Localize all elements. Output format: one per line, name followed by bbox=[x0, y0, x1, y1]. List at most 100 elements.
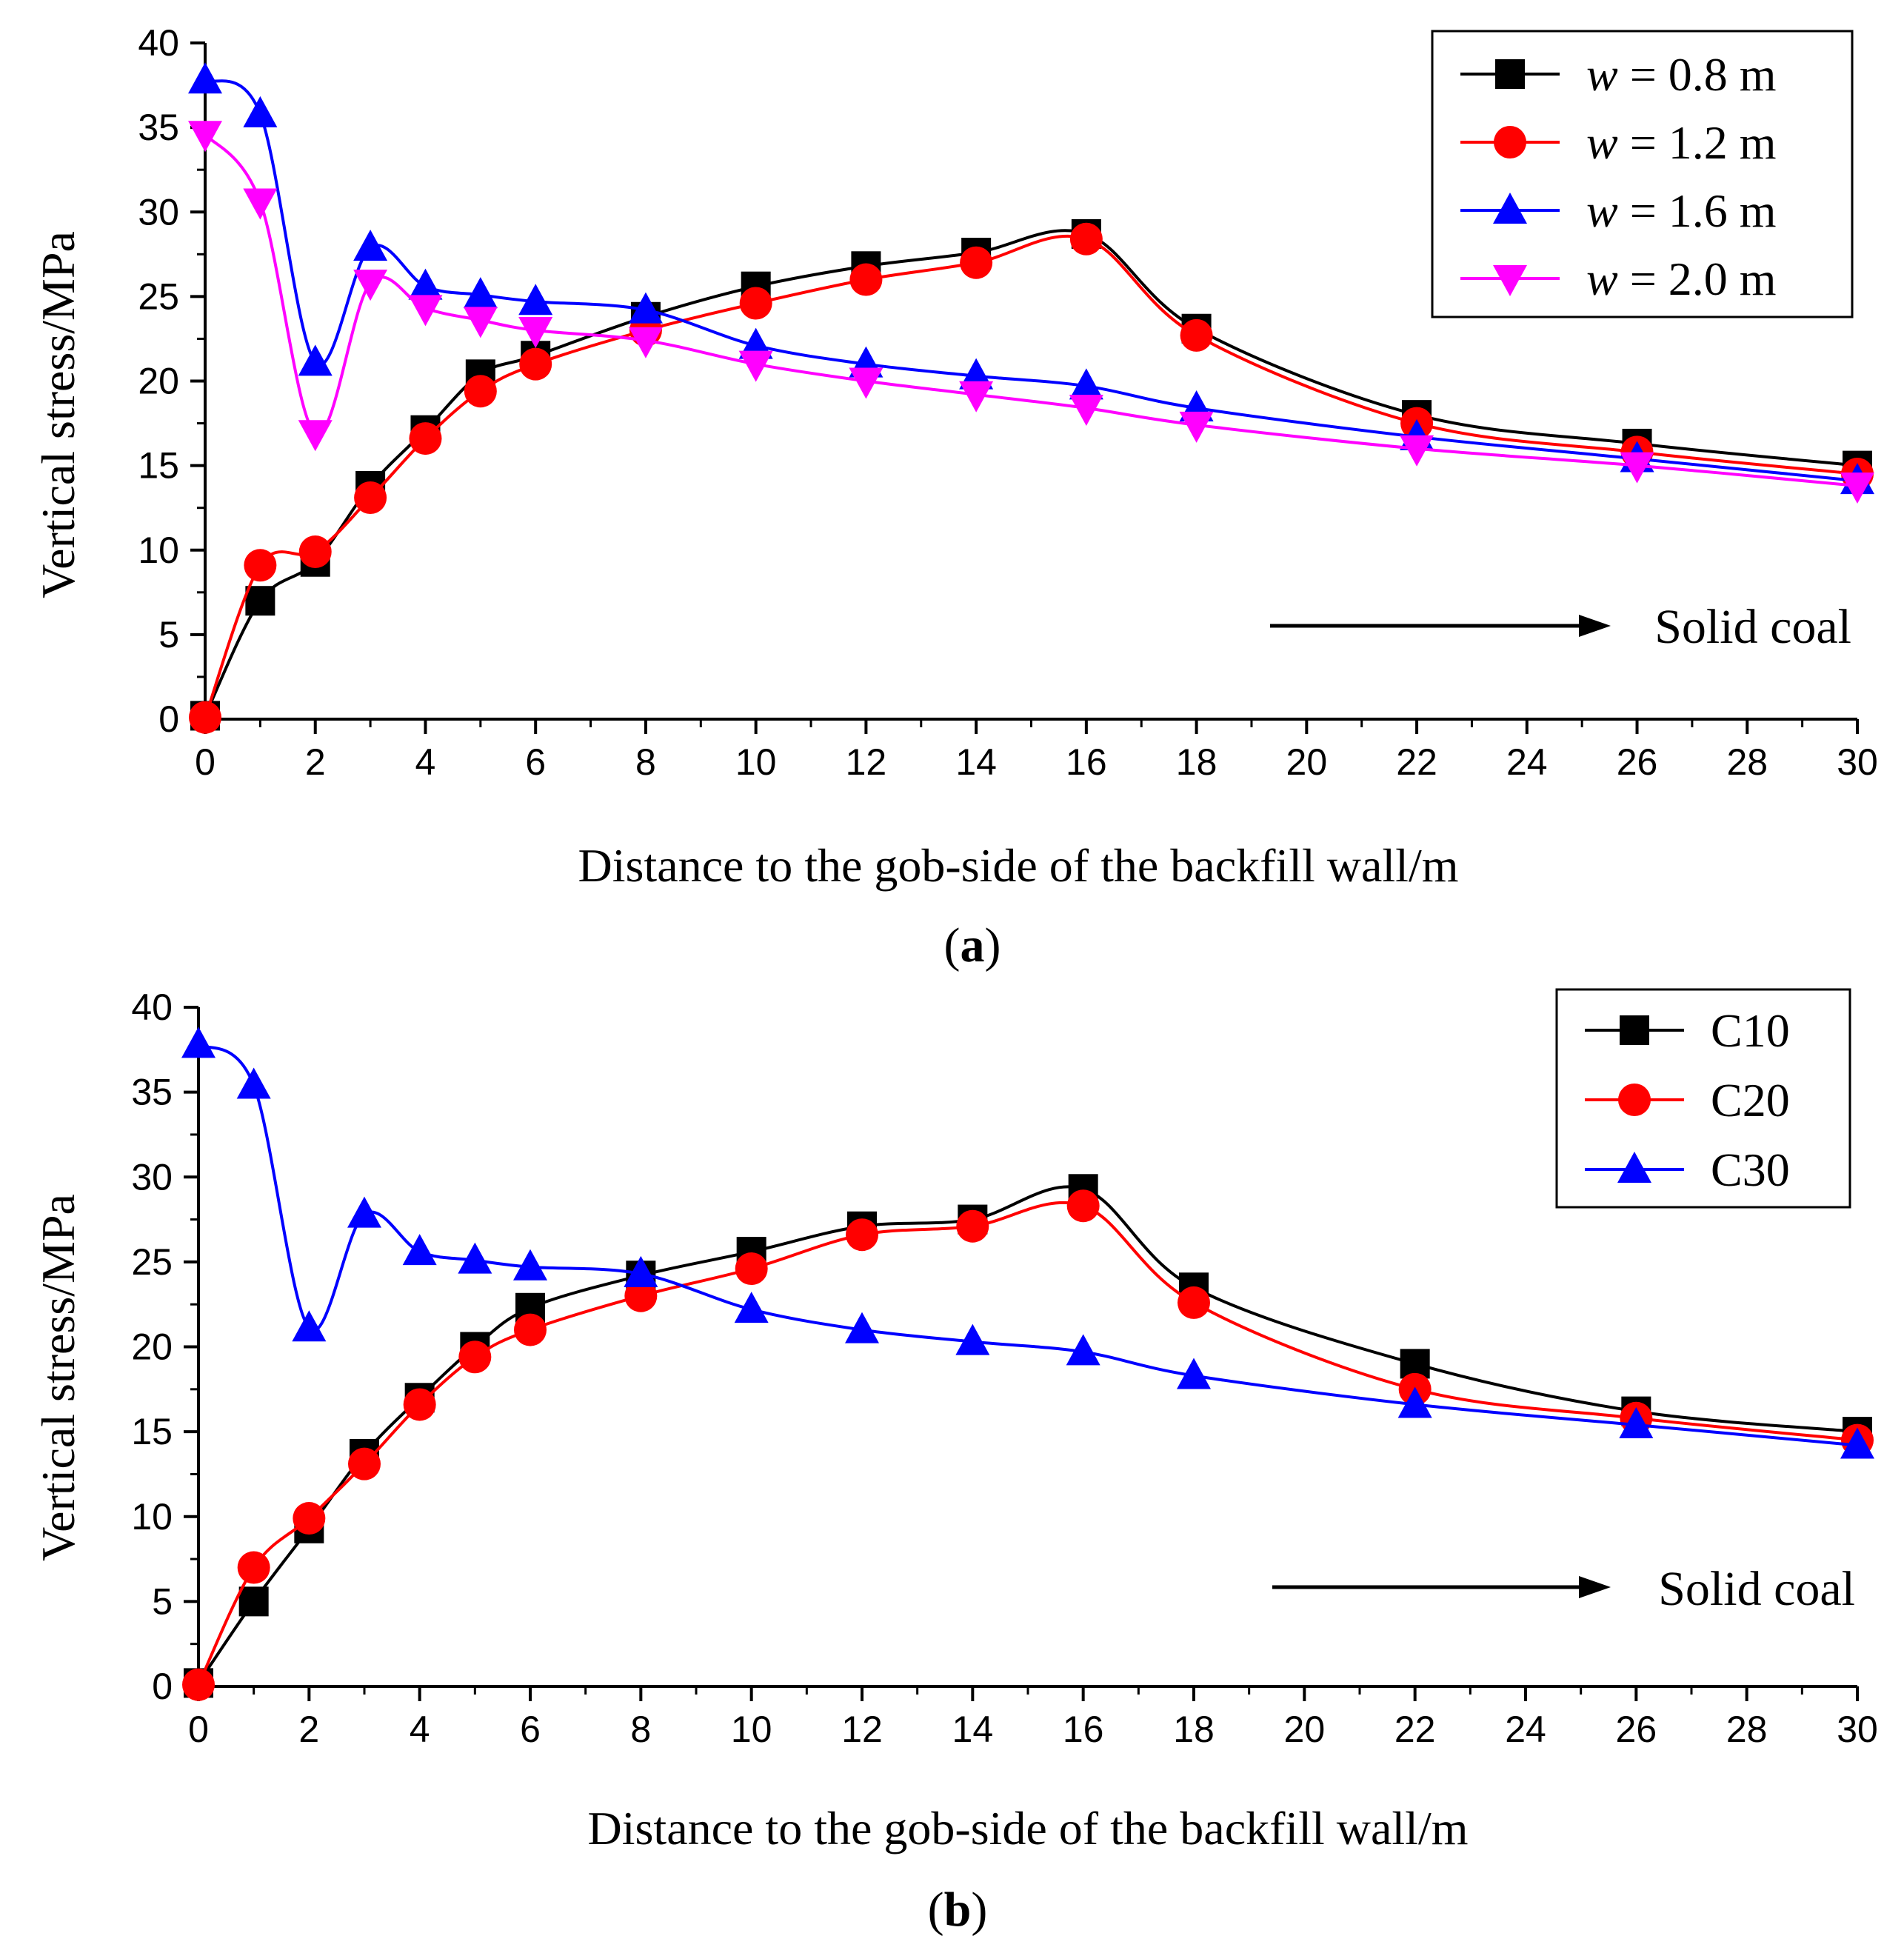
data-point bbox=[628, 327, 663, 358]
data-point bbox=[298, 344, 333, 376]
x-tick-label: 0 bbox=[195, 741, 216, 783]
data-point bbox=[1397, 1386, 1432, 1418]
data-point bbox=[403, 1388, 436, 1421]
data-point bbox=[734, 1292, 769, 1323]
legend-item: C20 bbox=[1585, 1074, 1790, 1126]
x-tick-label: 0 bbox=[188, 1709, 209, 1750]
annotation-solid-coal: Solid coal bbox=[1654, 600, 1851, 654]
data-point bbox=[463, 277, 498, 309]
x-tick-label: 16 bbox=[1063, 1709, 1104, 1750]
legend-rest: = 0.8 m bbox=[1618, 48, 1777, 101]
y-tick-label: 0 bbox=[152, 1666, 173, 1707]
data-point bbox=[1069, 368, 1103, 400]
y-tick-label: 0 bbox=[158, 698, 179, 740]
legend-item: C30 bbox=[1585, 1144, 1790, 1196]
data-point bbox=[1177, 1358, 1211, 1389]
y-tick-label: 40 bbox=[131, 986, 173, 1028]
y-tick-label: 30 bbox=[138, 191, 179, 233]
legend-rest: C10 bbox=[1711, 1004, 1790, 1057]
legend-marker bbox=[1618, 1084, 1651, 1116]
x-tick-label: 18 bbox=[1173, 1709, 1215, 1750]
x-tick-label: 12 bbox=[841, 1709, 883, 1750]
y-tick-label: 10 bbox=[138, 530, 179, 571]
x-tick-label: 14 bbox=[955, 741, 997, 783]
y-tick-label: 15 bbox=[131, 1411, 173, 1452]
x-tick-label: 2 bbox=[305, 741, 326, 783]
y-tick-label: 40 bbox=[138, 22, 179, 64]
y-tick-label: 5 bbox=[152, 1580, 173, 1622]
data-point bbox=[735, 1252, 768, 1286]
data-point bbox=[354, 481, 387, 514]
data-point bbox=[293, 1502, 326, 1535]
data-point bbox=[1066, 1334, 1100, 1366]
data-point bbox=[298, 535, 332, 569]
data-point bbox=[189, 701, 221, 734]
legend-var: w bbox=[1586, 116, 1618, 169]
x-tick-label: 4 bbox=[410, 1709, 430, 1750]
y-tick-label: 15 bbox=[138, 445, 179, 487]
legend-marker bbox=[1493, 193, 1527, 224]
legend-var: w bbox=[1586, 253, 1618, 305]
data-point bbox=[1180, 318, 1213, 352]
series-3 bbox=[181, 1026, 1874, 1459]
data-point bbox=[181, 1026, 216, 1058]
annotation-arrowhead bbox=[1579, 615, 1611, 637]
data-point bbox=[1066, 1189, 1100, 1223]
data-point bbox=[353, 230, 388, 261]
data-point bbox=[458, 1341, 492, 1374]
x-axis-title: Distance to the gob-side of the backfill… bbox=[578, 839, 1459, 892]
x-tick-label: 30 bbox=[1837, 1709, 1878, 1750]
series-4 bbox=[188, 121, 1874, 504]
legend-label: w = 2.0 m bbox=[1586, 253, 1777, 305]
legend: C10 C20 C30 bbox=[1555, 988, 1851, 1209]
y-tick-label: 25 bbox=[138, 276, 179, 317]
y-tick-label: 35 bbox=[131, 1072, 173, 1113]
data-point bbox=[1840, 473, 1874, 504]
panel-label: (a) bbox=[944, 918, 1001, 972]
data-point bbox=[402, 1234, 437, 1266]
legend-item: w = 0.8 m bbox=[1460, 48, 1777, 101]
data-point bbox=[238, 1586, 269, 1617]
legend-var: w bbox=[1586, 48, 1618, 101]
legend-label: C30 bbox=[1711, 1144, 1790, 1196]
data-point bbox=[628, 292, 663, 324]
legend-label: C20 bbox=[1711, 1074, 1790, 1126]
data-point bbox=[348, 1447, 381, 1480]
legend-marker bbox=[1494, 126, 1526, 158]
x-tick-label: 6 bbox=[525, 741, 546, 783]
x-tick-label: 28 bbox=[1726, 741, 1768, 783]
x-tick-label: 24 bbox=[1505, 1709, 1546, 1750]
data-point bbox=[960, 246, 993, 279]
x-tick-label: 10 bbox=[735, 741, 777, 783]
data-point bbox=[1620, 452, 1654, 484]
panel-label: (b) bbox=[928, 1883, 988, 1937]
panel-label-letter: a bbox=[961, 918, 985, 972]
y-axis-title: Vertical stress/MPa bbox=[32, 231, 84, 598]
legend-marker bbox=[1495, 59, 1525, 89]
data-point bbox=[519, 347, 552, 381]
data-point bbox=[353, 270, 388, 301]
chart-panel-a: Vertical stress/MPa Distance to the gob-… bbox=[32, 22, 1878, 972]
x-tick-label: 10 bbox=[731, 1709, 772, 1750]
x-tick-label: 20 bbox=[1286, 741, 1328, 783]
legend-rest: = 1.2 m bbox=[1618, 116, 1777, 169]
x-tick-label: 6 bbox=[520, 1709, 541, 1750]
data-point bbox=[518, 317, 553, 349]
data-point bbox=[846, 1218, 878, 1252]
series-2 bbox=[182, 1189, 1874, 1701]
x-tick-label: 30 bbox=[1837, 741, 1878, 783]
legend-marker bbox=[1620, 1015, 1649, 1045]
data-point bbox=[408, 295, 443, 327]
x-tick-label: 22 bbox=[1396, 741, 1437, 783]
x-tick-label: 8 bbox=[630, 1709, 651, 1750]
data-point bbox=[624, 1255, 658, 1287]
data-point bbox=[1619, 1406, 1654, 1438]
y-axis-title: Vertical stress/MPa bbox=[32, 1194, 84, 1561]
legend-label: w = 0.8 m bbox=[1586, 48, 1777, 101]
data-point bbox=[518, 284, 553, 316]
x-tick-label: 12 bbox=[846, 741, 887, 783]
y-tick-label: 35 bbox=[138, 107, 179, 148]
x-tick-label: 18 bbox=[1176, 741, 1217, 783]
data-point bbox=[298, 420, 333, 452]
